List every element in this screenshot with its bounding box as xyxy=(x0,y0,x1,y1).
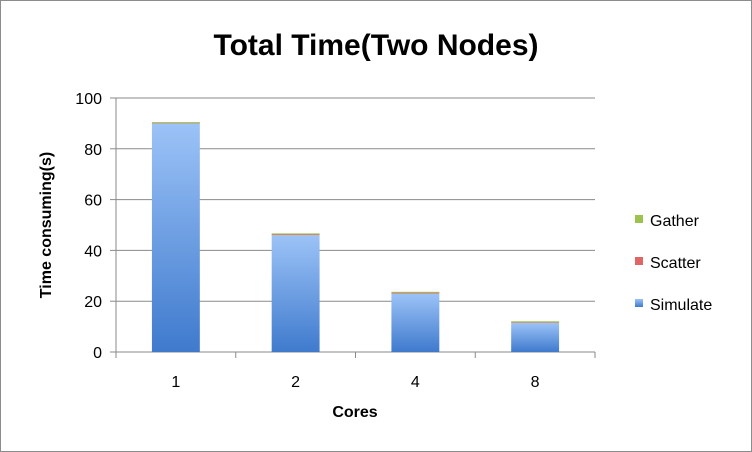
y-tick-label: 0 xyxy=(93,345,102,362)
bar-gather-2 xyxy=(271,233,320,235)
bar-scatter-2 xyxy=(271,234,320,236)
x-tick-labels: 1 2 4 8 xyxy=(171,374,539,391)
bar-gather-4 xyxy=(391,291,440,293)
bar-simulate-4 xyxy=(391,293,440,352)
x-tick-label: 8 xyxy=(531,374,540,391)
legend: Gather Scatter Simulate xyxy=(635,213,712,314)
bars xyxy=(151,122,560,353)
chart-title: Total Time(Two Nodes) xyxy=(213,29,539,62)
bar-simulate-1 xyxy=(151,123,200,353)
y-tick-label: 40 xyxy=(84,243,102,260)
y-tick-label: 80 xyxy=(84,142,102,159)
x-tick-label: 4 xyxy=(411,374,420,391)
bar-simulate-2 xyxy=(271,235,320,352)
legend-label-scatter: Scatter xyxy=(650,255,701,272)
legend-label-gather: Gather xyxy=(650,213,700,230)
legend-swatch-gather xyxy=(635,215,643,223)
x-tick-label: 1 xyxy=(171,374,180,391)
legend-swatch-simulate xyxy=(635,299,643,307)
legend-swatch-scatter xyxy=(635,257,643,265)
bar-simulate-8 xyxy=(511,322,560,352)
y-tick-label: 60 xyxy=(84,193,102,210)
legend-label-simulate: Simulate xyxy=(650,297,712,314)
y-tick-label: 100 xyxy=(75,91,102,108)
y-tick-label: 20 xyxy=(84,294,102,311)
y-axis-label: Time consuming(s) xyxy=(38,152,55,298)
x-tick-label: 2 xyxy=(291,374,300,391)
bar-scatter-4 xyxy=(391,292,440,294)
bar-scatter-8 xyxy=(511,321,560,323)
y-tick-labels: 0 20 40 60 80 100 xyxy=(75,91,102,362)
bar-gather-8 xyxy=(511,321,560,323)
bar-gather-1 xyxy=(151,122,200,124)
x-axis-label: Cores xyxy=(332,404,377,421)
